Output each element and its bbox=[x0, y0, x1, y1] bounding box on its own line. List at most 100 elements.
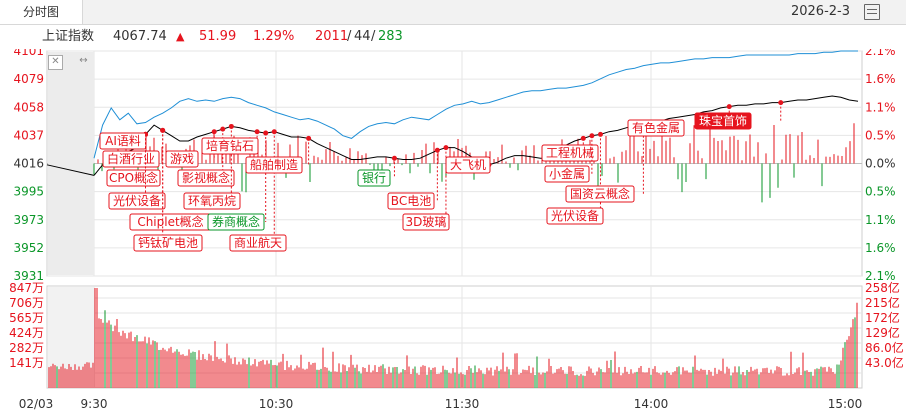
pre-open-line bbox=[46, 164, 95, 176]
pct-tick-right: 2.1% bbox=[865, 49, 896, 58]
date-label: 2026-2-3 bbox=[790, 4, 850, 19]
annotation-box bbox=[102, 150, 160, 168]
pct-tick-right: 2.1% bbox=[865, 269, 896, 283]
pct-tick-right: 1.6% bbox=[865, 241, 896, 255]
annotation-box bbox=[402, 213, 450, 231]
annotation-box bbox=[694, 112, 752, 130]
annotation-label: 白酒行业 bbox=[107, 151, 155, 166]
annotation-box bbox=[229, 234, 287, 252]
calendar-icon[interactable] bbox=[864, 4, 880, 20]
annotation-box bbox=[445, 156, 491, 174]
resize-icon[interactable]: ↔ bbox=[79, 55, 88, 66]
annotation-box bbox=[541, 144, 599, 162]
pct-tick-right: 0.0% bbox=[865, 157, 896, 171]
price-tick-left: 4058 bbox=[13, 100, 44, 114]
pct-tick-right: 1.6% bbox=[865, 72, 896, 86]
annotation-label: 商业航天 bbox=[234, 235, 282, 250]
intraday-chart[interactable]: 4101 2.1% 4079 1.6% 4058 1.1% 4037 0.5% 4016 0.0%… bbox=[0, 49, 906, 414]
annotation-box bbox=[177, 169, 235, 187]
annotation-label: 3D玻璃 bbox=[406, 215, 447, 229]
volume-tick-left: 141万 bbox=[9, 356, 44, 370]
annotation-box bbox=[207, 213, 265, 231]
annotation-dot bbox=[391, 155, 397, 161]
price-tick-left: 3973 bbox=[13, 213, 44, 227]
index-name: 上证指数 bbox=[42, 29, 95, 44]
annotation-box bbox=[106, 169, 161, 187]
volume-tick-left: 565万 bbox=[9, 311, 44, 325]
volume-tick-left: 706万 bbox=[9, 296, 44, 310]
pct-tick-right: 1.1% bbox=[865, 100, 896, 114]
amount-tick-right: 258亿 bbox=[865, 280, 900, 295]
annotation-label: CPO概念 bbox=[109, 170, 158, 185]
decliners-count: 283 bbox=[378, 29, 403, 44]
price-tick-left: 4079 bbox=[13, 72, 44, 86]
annotation-dot bbox=[306, 135, 312, 141]
amount-tick-right: 86.0亿 bbox=[865, 340, 904, 355]
volume-bars bbox=[48, 288, 858, 388]
price-tick-left: 4101 bbox=[13, 49, 44, 58]
annotation-label: 培育钻石 bbox=[206, 138, 254, 153]
amount-tick-right: 215亿 bbox=[865, 295, 900, 310]
annotation-box bbox=[627, 119, 685, 137]
annotation-label: 国资云概念 bbox=[570, 186, 630, 201]
price-tick-left: 3995 bbox=[13, 185, 44, 199]
annotation-box bbox=[183, 192, 241, 210]
price-tick-left: 4016 bbox=[13, 157, 44, 171]
annotation-label: 环氧丙烷 bbox=[188, 194, 236, 208]
annotation-box bbox=[387, 192, 435, 210]
annotation-box bbox=[108, 192, 166, 210]
annotation-label: AI语料 bbox=[105, 134, 141, 148]
annotation-box bbox=[544, 165, 590, 183]
close-icon[interactable]: ✕ bbox=[48, 55, 63, 70]
time-tick: 02/03 bbox=[19, 397, 54, 411]
annotation-label: 券商概念 bbox=[212, 214, 260, 229]
time-tick: 15:00 bbox=[828, 397, 863, 411]
volume-tick-left: 847万 bbox=[9, 281, 44, 295]
annotation-box bbox=[201, 137, 259, 155]
price-tick-left: 3931 bbox=[13, 269, 44, 283]
annotation-dot bbox=[580, 135, 586, 141]
time-tick: 14:00 bbox=[634, 397, 669, 411]
time-tick: 10:30 bbox=[259, 397, 294, 411]
price-tick-left: 3952 bbox=[13, 241, 44, 255]
annotation-box bbox=[165, 150, 199, 168]
pct-tick-right: 0.5% bbox=[865, 128, 896, 142]
unchanged-count: 44 bbox=[354, 29, 371, 44]
index-change: 51.99 bbox=[199, 29, 237, 44]
time-tick: 11:30 bbox=[445, 397, 480, 411]
annotation-box bbox=[99, 132, 147, 150]
pre-open-area bbox=[48, 52, 94, 275]
annotation-dot bbox=[220, 126, 226, 132]
average-line bbox=[93, 50, 858, 159]
up-arrow-icon: ▲ bbox=[176, 30, 185, 43]
annotation-label: 大飞机 bbox=[450, 158, 486, 172]
annotation-label: 钙钛矿电池 bbox=[138, 235, 198, 250]
annotation-label: Chiplet概念 bbox=[137, 214, 203, 229]
annotation-box bbox=[133, 234, 203, 252]
price-tick-left: 4037 bbox=[13, 128, 44, 142]
annotation-dot bbox=[589, 133, 595, 139]
annotation-label: 光伏设备 bbox=[551, 209, 599, 223]
index-info-bar: 上证指数 4067.74 ▲ 51.99 1.29% 2011 / 44 / 2… bbox=[0, 25, 906, 49]
annotation-label: 有色金属 bbox=[632, 120, 680, 135]
amount-tick-right: 172亿 bbox=[865, 310, 900, 325]
advancers-count: 2011 bbox=[315, 29, 349, 44]
volume-tick-left: 282万 bbox=[9, 341, 44, 355]
pct-tick-right: 1.1% bbox=[865, 213, 896, 227]
title-bar: 分时图 2026-2-3 bbox=[0, 0, 906, 25]
annotation-box bbox=[546, 207, 604, 225]
volume-tick-left: 424万 bbox=[9, 326, 44, 340]
annotation-label: 船舶制造 bbox=[250, 157, 298, 172]
index-price: 4067.74 bbox=[113, 29, 167, 44]
axis-ticks: 4101 2.1% 4079 1.6% 4058 1.1% 4037 0.5% 4016 0.0%… bbox=[9, 49, 904, 411]
tab-intraday-chart[interactable]: 分时图 bbox=[0, 0, 83, 24]
annotation-label: 工程机械 bbox=[546, 145, 594, 160]
amount-tick-right: 129亿 bbox=[865, 325, 900, 340]
pre-open-shade bbox=[48, 52, 94, 387]
annotation-label: 小金属 bbox=[549, 166, 585, 181]
time-tick: 9:30 bbox=[81, 397, 108, 411]
annotation-label: 珠宝首饰 bbox=[699, 114, 747, 128]
annotation-box bbox=[565, 185, 635, 203]
annotation-label: 光伏设备 bbox=[113, 194, 161, 208]
